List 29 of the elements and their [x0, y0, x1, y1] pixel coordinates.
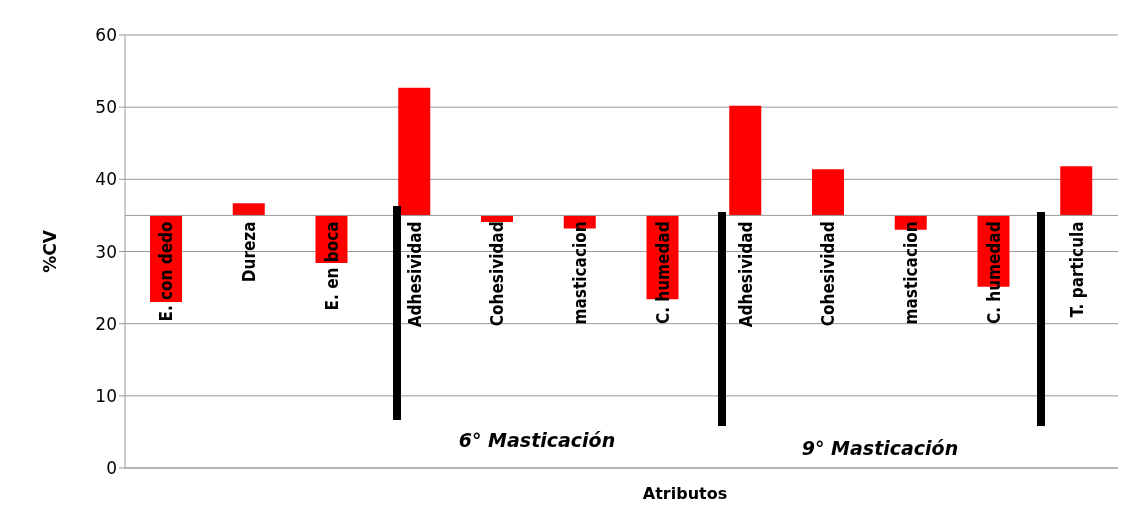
- y-axis-title: %CV: [40, 229, 61, 273]
- y-tick-label: 60: [95, 25, 117, 46]
- x-tick-label: masticacion: [901, 221, 922, 325]
- bar: [1060, 166, 1093, 216]
- x-axis-title: Atributos: [641, 484, 729, 503]
- annotation: 6° Masticación: [458, 429, 616, 451]
- annotation: 9° Masticación: [801, 437, 959, 459]
- y-tick-label: 50: [95, 97, 117, 118]
- bar: [232, 203, 265, 216]
- bar: [481, 215, 513, 222]
- bar: [812, 169, 844, 216]
- x-tick-label: C. humedad: [983, 221, 1004, 325]
- x-tick-label: Cohesividad: [818, 221, 839, 327]
- y-tick-label: 30: [95, 241, 117, 262]
- y-tick-label: 20: [95, 313, 117, 334]
- x-tick-label: Cohesividad: [487, 221, 508, 327]
- x-tick-label: T. particula: [1066, 221, 1087, 318]
- bar: [398, 87, 431, 216]
- x-tick-label: Adhesividad: [735, 221, 756, 328]
- x-tick-label: C. humedad: [652, 221, 673, 325]
- x-tick-label: E. con dedo: [156, 221, 177, 322]
- x-tick-label: E. en boca: [321, 221, 342, 311]
- bar: [729, 105, 762, 216]
- y-tick-label: 40: [95, 169, 117, 190]
- x-tick-label: Adhesividad: [404, 221, 425, 328]
- y-tick-label: 0: [106, 458, 117, 479]
- x-tick-label: masticacion: [570, 221, 591, 325]
- x-tick-label: Dureza: [239, 221, 260, 283]
- y-tick-label: 10: [95, 385, 117, 406]
